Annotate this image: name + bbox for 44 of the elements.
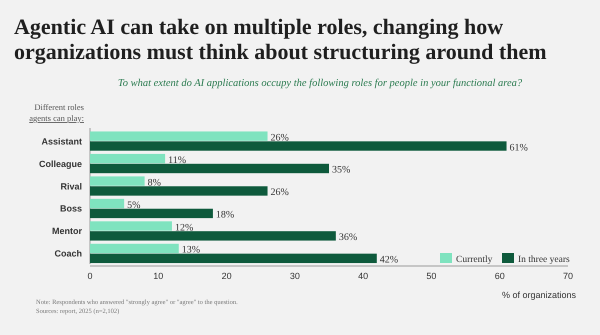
x-tick-label: 30 — [290, 271, 300, 281]
x-tick-label: 70 — [562, 271, 574, 281]
bar — [90, 164, 329, 174]
data-label: 13% — [182, 244, 200, 256]
y-tick-label: Boss — [60, 204, 82, 214]
data-label: 12% — [174, 222, 194, 234]
x-tick-label: 20 — [222, 271, 232, 281]
x-tick-label: 60 — [494, 271, 505, 281]
data-label: 35% — [332, 164, 350, 176]
chart-title: Agentic AI can take on multiple roles, changing how organizations must think about structuring around them — [14, 14, 547, 64]
y-tick-label: Colleague — [38, 158, 82, 169]
x-axis-title: % of organizations — [502, 290, 576, 300]
bar — [90, 154, 166, 164]
x-tick-label: 0 — [87, 271, 93, 281]
x-tick-label: 50 — [426, 271, 436, 281]
data-label: 11% — [168, 154, 186, 166]
bar — [90, 208, 213, 218]
bar — [90, 221, 172, 231]
data-label: 5% — [127, 200, 140, 211]
bar — [90, 131, 268, 141]
data-label: 8% — [148, 177, 161, 188]
legend-label: Currently — [456, 255, 493, 265]
bar — [90, 186, 268, 196]
data-label: 42% — [380, 254, 398, 266]
y-tick-label: Coach — [54, 248, 82, 259]
bar — [90, 198, 124, 208]
x-tick-label: 40 — [358, 271, 368, 281]
data-label: 18% — [216, 210, 234, 221]
data-label: 26% — [270, 187, 289, 198]
bar — [90, 176, 145, 186]
data-label: 61% — [510, 142, 528, 154]
x-tick-label: 10 — [153, 271, 164, 281]
bar — [90, 231, 336, 241]
y-tick-label: Mentor — [52, 226, 82, 236]
y-axis-title: Different roles agents can play: — [29, 102, 84, 123]
y-tick-label: Rival — [60, 181, 82, 192]
data-label: 36% — [338, 232, 358, 244]
bar — [90, 141, 507, 151]
data-label: 26% — [270, 132, 289, 144]
chart-subtitle: To what extent do AI applications occupy the following roles for people in your functional area? — [118, 78, 523, 89]
legend-label: In three years — [518, 255, 570, 265]
y-tick-label: Assistant — [41, 136, 82, 146]
bar — [90, 254, 377, 264]
bar — [90, 244, 179, 254]
